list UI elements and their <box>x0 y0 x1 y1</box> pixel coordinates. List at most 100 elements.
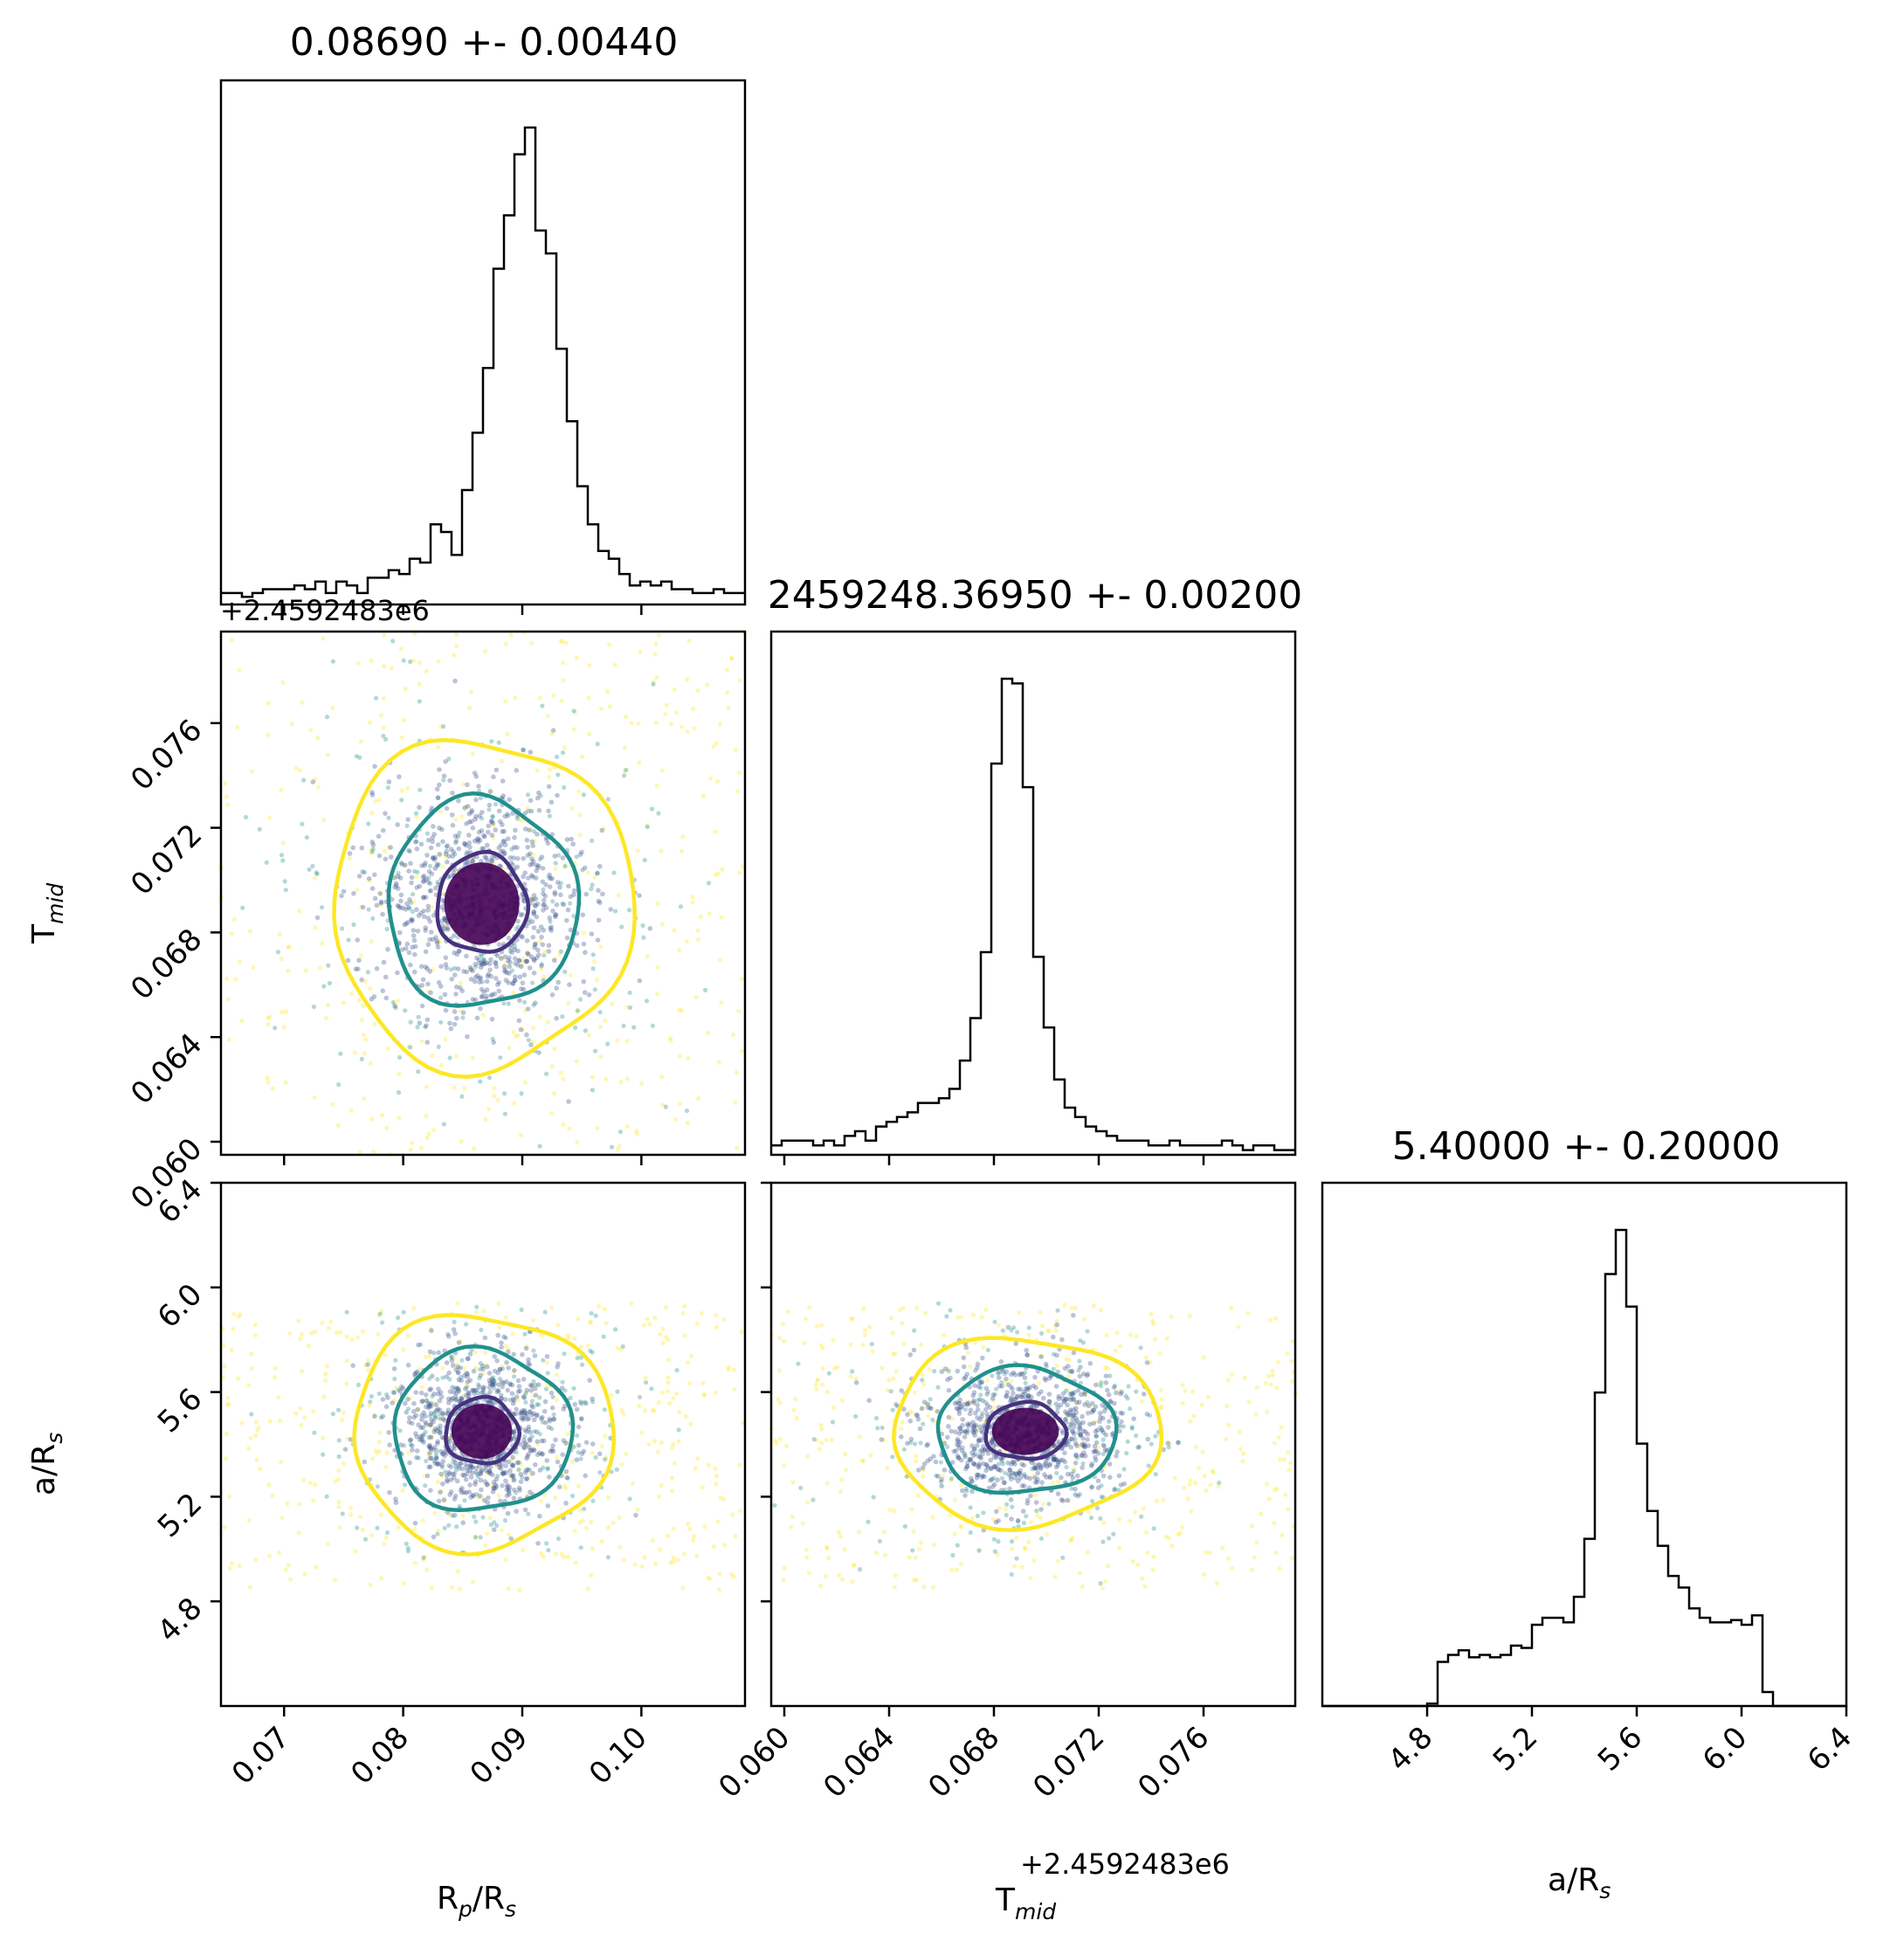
scatter-point-middle <box>531 1003 536 1008</box>
scatter-point-inner <box>531 1447 536 1453</box>
title-a-rs: 5.40000 +- 0.20000 <box>1392 1124 1781 1169</box>
scatter-point-outer <box>396 998 401 1004</box>
scatter-point-outer <box>575 1009 580 1014</box>
scatter-point-outer <box>440 1365 445 1371</box>
scatter-point-inner <box>1103 1373 1109 1378</box>
scatter-point-middle <box>706 881 712 886</box>
scatter-point-middle <box>1136 1444 1142 1449</box>
scatter-point-outer <box>499 758 505 764</box>
scatter-point-outer <box>235 724 240 730</box>
scatter-point-outer <box>313 1482 318 1488</box>
scatter-point-inner <box>582 865 588 871</box>
scatter-point-outer <box>1073 1305 1079 1311</box>
scatter-point-outer <box>311 1409 316 1414</box>
scatter-point-middle <box>620 1343 625 1349</box>
scatter-point-inner <box>502 1397 508 1402</box>
scatter-point-inner <box>417 1020 423 1026</box>
scatter-point-middle <box>1099 1384 1104 1389</box>
scatter-point-outer <box>1204 1550 1209 1555</box>
scatter-point-outer <box>1080 1441 1085 1447</box>
scatter-point-outer <box>379 1309 384 1314</box>
scatter-point-inner <box>479 846 485 852</box>
scatter-point-inner <box>477 838 483 843</box>
scatter-point-middle <box>304 835 309 840</box>
scatter-point-outer <box>483 1543 488 1548</box>
scatter-point-inner <box>431 832 438 837</box>
scatter-point-inner <box>1053 1464 1059 1470</box>
scatter-point-inner <box>549 876 555 881</box>
scatter-point-middle <box>515 924 521 929</box>
scatter-point-inner <box>1000 1368 1006 1374</box>
scatter-point-outer <box>561 1076 566 1081</box>
scatter-point-inner <box>410 1443 415 1448</box>
scatter-point-inner <box>1141 1392 1147 1397</box>
scatter-point-outer <box>313 1564 319 1570</box>
scatter-point-outer <box>848 1374 853 1379</box>
scatter-point-outer <box>577 1520 583 1525</box>
scatter-point-inner <box>524 958 529 964</box>
scatter-point-inner <box>581 941 587 947</box>
scatter-point-inner <box>973 1410 978 1416</box>
scatter-point-inner <box>489 1378 495 1385</box>
scatter-point-outer <box>669 722 674 727</box>
density-core <box>991 1407 1059 1455</box>
scatter-point-middle <box>545 1371 550 1376</box>
scatter-point-inner <box>387 1489 392 1495</box>
scatter-point-outer <box>447 1435 453 1440</box>
scatter-point-outer <box>323 1378 328 1383</box>
scatter-point-inner <box>1018 1468 1023 1474</box>
scatter-point-inner <box>518 1441 523 1447</box>
scatter-point-outer <box>777 1336 783 1341</box>
scatter-point-inner <box>1070 1428 1075 1434</box>
scatter-point-inner <box>400 1385 406 1392</box>
scatter-point-outer <box>362 979 369 984</box>
scatter-point-inner <box>445 925 451 931</box>
scatter-point-outer <box>1277 1566 1282 1571</box>
scatter-point-inner <box>496 1465 502 1470</box>
scatter-point-inner <box>420 879 426 885</box>
scatter-point-inner <box>521 1407 528 1413</box>
scatter-point-outer <box>800 1521 805 1526</box>
scatter-point-outer <box>545 1019 551 1025</box>
scatter-point-middle <box>1121 1467 1127 1472</box>
scatter-point-middle <box>1077 1358 1082 1364</box>
scatter-point-middle <box>962 1429 968 1434</box>
scatter-point-inner <box>555 979 561 985</box>
scatter-point-outer <box>831 1405 837 1411</box>
scatter-point-outer <box>333 1479 338 1484</box>
scatter-point-outer <box>860 1459 866 1464</box>
scatter-point-inner <box>535 947 541 953</box>
scatter-point-outer <box>1091 1303 1096 1309</box>
scatter-point-outer <box>737 678 742 683</box>
scatter-point-outer <box>813 1382 818 1387</box>
scatter-point-inner <box>490 1382 495 1388</box>
scatter-point-outer <box>313 925 318 930</box>
scatter-point-inner <box>983 1406 989 1413</box>
scatter-point-inner <box>456 798 461 804</box>
scatter-point-outer <box>598 944 604 950</box>
scatter-point-middle <box>514 1490 519 1495</box>
scatter-point-outer <box>378 1512 383 1517</box>
scatter-point-inner <box>498 1466 504 1471</box>
scatter-point-inner <box>503 1463 508 1468</box>
scatter-point-outer <box>604 688 611 694</box>
scatter-point-inner <box>446 1400 452 1406</box>
scatter-point-middle <box>1134 1389 1139 1394</box>
scatter-point-middle <box>432 1461 438 1466</box>
scatter-point-inner <box>509 1391 515 1396</box>
scatter-point-inner <box>527 827 532 832</box>
scatter-point-outer <box>582 930 587 936</box>
scatter-point-inner <box>1067 1391 1073 1397</box>
scatter-point-outer <box>650 1407 656 1413</box>
scatter-point-outer <box>266 732 271 737</box>
scatter-point-inner <box>409 1420 415 1426</box>
scatter-point-outer <box>686 1521 691 1526</box>
scatter-point-inner <box>520 935 525 940</box>
scatter-point-middle <box>464 1385 470 1390</box>
scatter-point-middle <box>503 1336 508 1341</box>
scatter-point-outer <box>506 1585 511 1591</box>
scatter-point-middle <box>976 1473 982 1478</box>
scatter-point-outer <box>1268 1382 1273 1387</box>
scatter-point-outer <box>679 1007 685 1013</box>
scatter-point-middle <box>416 1455 421 1461</box>
